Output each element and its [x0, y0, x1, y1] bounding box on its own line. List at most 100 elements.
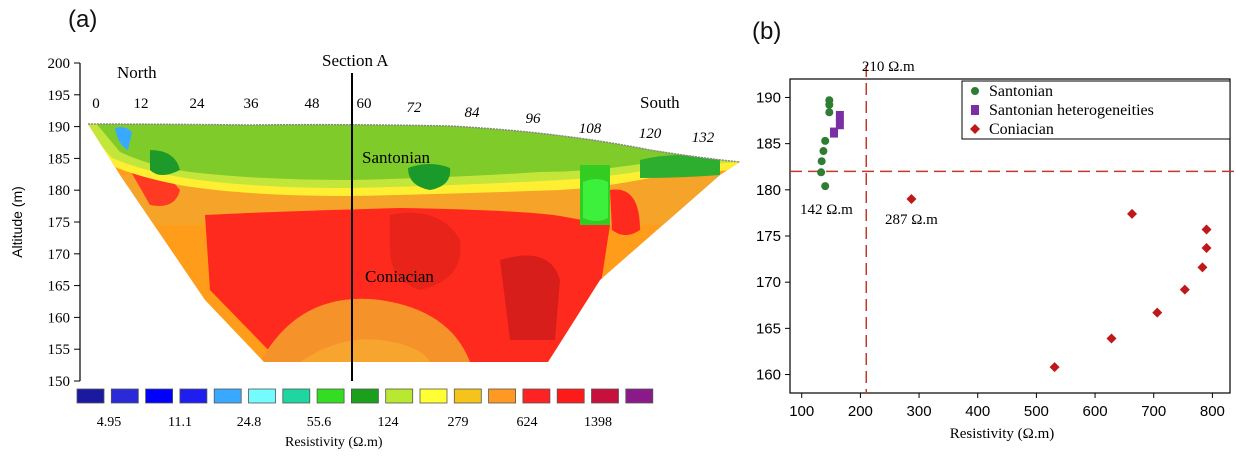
colorbar-value: 24.8 — [237, 415, 262, 430]
colorbar-swatch — [488, 388, 517, 404]
legend-label-santonian-heterogeneities: Santonian heterogeneities — [989, 102, 1154, 119]
y-tick-label-a: 190 — [48, 120, 71, 136]
point-coniacian — [906, 194, 917, 205]
legend-marker-santonian-heterogeneities — [971, 105, 979, 115]
colorbar-swatch — [591, 388, 619, 404]
annotation-label: 287 Ω.m — [885, 212, 938, 228]
point-santonian-heterogeneities — [830, 127, 838, 138]
colorbar-swatch — [282, 388, 311, 404]
colorbar-swatch — [453, 388, 482, 404]
x-tick-label: 500 — [1024, 403, 1049, 420]
distance-tick-label: 24 — [190, 96, 206, 112]
point-santonian — [821, 182, 830, 191]
distance-tick-label: 96 — [526, 111, 542, 127]
y-tick-label: 170 — [756, 274, 781, 291]
y-tick-label: 175 — [756, 228, 781, 245]
y-tick-label-a: 150 — [48, 374, 71, 390]
point-coniacian — [1201, 224, 1212, 235]
colorbar-swatch — [419, 388, 448, 404]
y-ticks-a: 200 195 190 185 180 175 170 165 160 155 150 — [48, 56, 80, 390]
panel-a-section: 200 195 190 185 180 175 170 165 160 155 150 Altitu… — [9, 51, 741, 450]
x-tick-label: 200 — [848, 403, 873, 420]
legend-label-coniacian: Coniacian — [989, 121, 1054, 138]
point-santonian-heterogeneities — [835, 119, 844, 130]
x-tick-label: 300 — [907, 403, 932, 420]
colorbar-swatch — [385, 388, 414, 404]
y-tick-label: 180 — [756, 182, 781, 199]
point-santonian — [825, 100, 834, 109]
point-santonian-heterogeneities — [835, 110, 844, 121]
distance-tick-label: 84 — [465, 105, 481, 121]
y-tick-label: 190 — [756, 89, 781, 106]
colorbar-swatch — [145, 388, 174, 404]
colorbar-swatch — [625, 388, 654, 404]
y-tick-label: 165 — [756, 320, 781, 337]
panel-a-label: (a) — [68, 6, 98, 33]
colorbar-value: 11.1 — [168, 415, 192, 430]
point-santonian — [817, 168, 826, 177]
north-label: North — [117, 63, 157, 82]
y-tick-label-a: 160 — [48, 310, 71, 326]
section-a-label: Section A — [322, 51, 389, 70]
scatter-chart: 100 200 300 400 500 600 700 800 160 165 170 175 180 1… — [756, 59, 1236, 442]
y-tick-label: 185 — [756, 136, 781, 153]
point-coniacian — [1127, 208, 1138, 219]
point-santonian — [819, 147, 828, 156]
point-coniacian — [1049, 362, 1060, 373]
point-santonian — [817, 157, 826, 166]
annotation-label: 142 Ω.m — [800, 202, 853, 218]
distance-tick-label: 108 — [579, 121, 602, 137]
layer-label-coniacian: Coniacian — [365, 267, 434, 286]
colorbar-swatch — [248, 388, 276, 404]
distance-tick-label: 48 — [305, 96, 320, 112]
x-tick-label: 400 — [965, 403, 990, 420]
colorbar-value: 279 — [448, 415, 469, 430]
colorbar-value: 1398 — [584, 415, 612, 430]
colorbar-swatch — [76, 388, 105, 404]
distance-tick-label: 36 — [244, 96, 260, 112]
x-tick-label: 700 — [1141, 403, 1166, 420]
y-tick-label-a: 165 — [48, 279, 71, 295]
south-label: South — [640, 93, 680, 112]
y-tick-label-a: 175 — [48, 215, 71, 231]
colorbar-swatch — [179, 388, 208, 404]
colorbar-value: 124 — [378, 415, 399, 430]
colorbar — [76, 388, 654, 404]
point-coniacian — [1179, 284, 1190, 295]
point-santonian — [825, 108, 834, 117]
distance-tick-label: 132 — [692, 130, 715, 146]
colorbar-value: 624 — [517, 415, 538, 430]
y-tick-label-a: 195 — [48, 88, 71, 104]
colorbar-swatch — [350, 388, 379, 404]
panel-b-label: (b) — [752, 18, 782, 45]
x-tick-label: 100 — [789, 403, 814, 420]
legend-marker-santonian — [971, 87, 979, 95]
y-tick-label-a: 170 — [48, 247, 71, 263]
x-tick-label: 600 — [1083, 403, 1108, 420]
colorbar-swatch — [556, 388, 585, 404]
legend-marker-coniacian — [970, 124, 980, 134]
legend-label-santonian: Santonian — [989, 83, 1053, 100]
point-coniacian — [1152, 307, 1163, 318]
distance-tick-label: 60 — [357, 96, 372, 112]
distance-tick-label: 12 — [134, 96, 149, 112]
reference-line-label: 210 Ω.m — [862, 59, 915, 75]
distance-ticks: 0 12 24 36 48 60 72 84 96 108 120 132 — [92, 96, 715, 146]
x-tick-label: 800 — [1200, 403, 1225, 420]
layer-label-santonian: Santonian — [362, 148, 430, 167]
y-tick-label-a: 200 — [48, 56, 71, 72]
colorbar-value: 55.6 — [307, 415, 332, 430]
point-santonian — [821, 136, 830, 145]
x-axis-title: Resistivity (Ω.m) — [950, 426, 1054, 442]
distance-tick-label: 72 — [407, 100, 423, 116]
y-tick-label-a: 155 — [48, 342, 71, 358]
distance-tick-label: 120 — [639, 126, 662, 142]
legend-box — [961, 80, 1231, 140]
colorbar-swatch — [110, 388, 139, 404]
colorbar-value: 4.95 — [97, 415, 122, 430]
y-tick-label-a: 180 — [48, 183, 71, 199]
colorbar-swatch — [213, 388, 242, 404]
colorbar-swatch — [316, 388, 345, 404]
colorbar-title: Resistivity (Ω.m) — [285, 435, 383, 450]
colorbar-values: 4.95 11.1 24.8 55.6 124 279 624 1398 — [97, 415, 612, 430]
